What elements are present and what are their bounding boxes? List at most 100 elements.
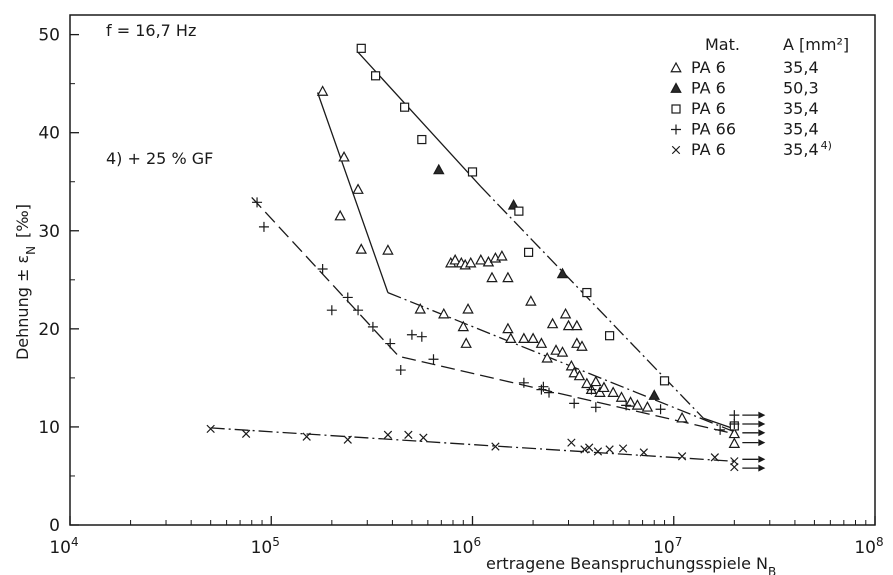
- y-tick-label: 30: [38, 222, 60, 242]
- legend-area: 35,4 4): [783, 139, 832, 160]
- legend-header-material: Mat.: [705, 35, 740, 54]
- plot-frame: [69, 14, 876, 526]
- triangle-marker: [562, 319, 575, 331]
- plus-marker: [518, 377, 529, 388]
- triangle-marker: [505, 332, 517, 344]
- triangle-marker: [438, 307, 450, 319]
- cross-marker: [618, 444, 628, 453]
- cross-marker: [241, 429, 251, 438]
- triangle-marker: [728, 427, 741, 439]
- legend-area: 35,4: [783, 58, 819, 77]
- x-tick-label: 105: [251, 535, 280, 558]
- plus-marker: [655, 404, 666, 415]
- plus-marker: [385, 338, 396, 349]
- cross-marker: [302, 432, 311, 441]
- cross-marker: [677, 452, 687, 461]
- runout-arrow-head: [758, 420, 766, 428]
- triangle-marker: [598, 381, 610, 393]
- cross-marker: [639, 448, 648, 457]
- trend-line: [210, 427, 735, 462]
- triangle-marker: [728, 437, 741, 448]
- triangle-marker: [462, 302, 474, 314]
- filled-triangle-marker: [670, 82, 682, 93]
- trend-line: [387, 291, 735, 433]
- plus-marker: [715, 424, 726, 435]
- triangle-marker: [527, 332, 539, 344]
- triangle-marker: [338, 150, 350, 162]
- triangle-marker: [414, 302, 427, 314]
- filled-triangle-marker: [648, 389, 661, 400]
- triangle-marker: [559, 307, 572, 319]
- plus-marker: [569, 398, 580, 409]
- triangle-marker: [457, 320, 470, 332]
- triangle-marker: [550, 344, 562, 355]
- plus-marker: [326, 305, 337, 316]
- triangle-marker: [535, 337, 548, 348]
- plus-marker: [317, 264, 328, 275]
- plus-marker: [416, 331, 427, 342]
- cross-marker: [206, 424, 215, 434]
- triangle-marker: [546, 317, 559, 329]
- square-marker: [523, 247, 534, 257]
- triangle-marker: [475, 253, 487, 265]
- x-tick-label: 108: [854, 535, 883, 558]
- triangle-marker: [568, 366, 580, 378]
- cross-marker: [404, 430, 413, 439]
- filled-triangle-marker: [433, 163, 445, 175]
- triangle-marker: [460, 337, 472, 348]
- runout-arrow-head: [758, 464, 766, 472]
- triangle-marker: [502, 322, 514, 334]
- cross-marker: [730, 457, 739, 466]
- triangle-marker: [496, 250, 508, 261]
- cross-marker: [419, 433, 428, 442]
- axis-ticks: 104 105 106 107 108 0 10 20 30 40 50: [38, 26, 883, 558]
- triangle-marker: [631, 399, 644, 410]
- trend-lines: [210, 51, 735, 462]
- triangle-marker: [334, 209, 346, 221]
- frequency-annotation: f = 16,7 Hz: [106, 21, 196, 40]
- plus-marker: [729, 410, 740, 421]
- plus-marker: [544, 387, 555, 398]
- square-marker: [659, 376, 670, 386]
- plus-marker: [258, 221, 269, 232]
- filled-triangle-marker: [556, 267, 569, 279]
- triangle-marker: [571, 319, 583, 331]
- x-axis-label: ertragene Beanspruchungsspiele NB: [486, 554, 776, 575]
- y-tick-label: 20: [38, 320, 60, 340]
- triangle-marker: [615, 391, 628, 402]
- runout-arrow-head: [758, 439, 766, 447]
- square-marker: [467, 167, 478, 177]
- cross-marker: [383, 430, 393, 439]
- legend-material: PA 6: [691, 99, 726, 118]
- square-marker: [371, 71, 381, 81]
- plus-marker: [406, 329, 417, 340]
- plus-marker: [538, 381, 549, 392]
- cross-marker: [710, 453, 720, 462]
- runout-arrow-head: [758, 411, 766, 419]
- y-tick-label: 50: [38, 26, 60, 46]
- cross-marker: [671, 145, 681, 155]
- triangle-marker: [571, 337, 583, 348]
- triangle-marker: [581, 377, 593, 389]
- x-tick-label: 104: [49, 535, 78, 558]
- triangle-marker: [464, 256, 477, 268]
- triangle-marker: [518, 332, 530, 344]
- legend-area: 50,3: [783, 79, 819, 98]
- triangle-marker: [624, 396, 637, 407]
- square-marker: [604, 331, 615, 341]
- square-marker: [417, 134, 427, 145]
- square-marker: [356, 43, 366, 53]
- triangle-marker: [573, 369, 586, 381]
- runout-arrow-head: [758, 429, 766, 437]
- legend-material: PA 6: [691, 140, 726, 159]
- triangle-marker: [670, 61, 682, 73]
- cross-marker: [343, 435, 352, 444]
- cross-marker: [580, 445, 589, 454]
- plus-marker: [671, 124, 681, 135]
- triangle-marker: [590, 375, 602, 387]
- plus-marker: [590, 402, 601, 413]
- legend: Mat. A [mm²] PA 6 35,4PA 6 50,3PA 6 35,4PA …: [670, 35, 849, 160]
- plus-marker: [729, 418, 740, 429]
- triangle-marker: [449, 253, 461, 265]
